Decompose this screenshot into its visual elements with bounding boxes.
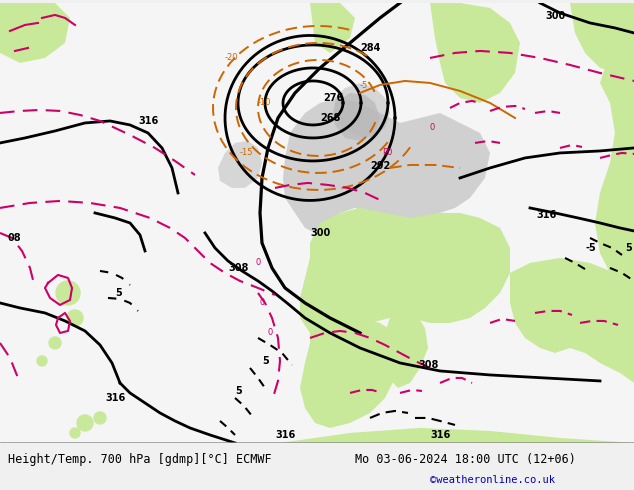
Polygon shape (300, 208, 510, 338)
Text: -10: -10 (258, 98, 271, 107)
Text: -5: -5 (360, 81, 368, 91)
Polygon shape (430, 3, 520, 103)
Text: 0: 0 (430, 123, 436, 132)
Text: 316: 316 (430, 430, 450, 440)
Text: 292: 292 (370, 161, 391, 171)
Text: 276: 276 (323, 93, 343, 103)
Text: Mo 03-06-2024 18:00 UTC (12+06): Mo 03-06-2024 18:00 UTC (12+06) (355, 453, 576, 466)
Text: 0: 0 (255, 258, 260, 268)
Polygon shape (0, 3, 70, 63)
Text: 268: 268 (320, 113, 340, 123)
Circle shape (70, 428, 80, 438)
Polygon shape (335, 83, 390, 138)
Circle shape (49, 337, 61, 349)
Circle shape (37, 356, 47, 366)
Text: 316: 316 (536, 210, 556, 220)
Text: 5: 5 (235, 386, 242, 396)
Text: ©weatheronline.co.uk: ©weatheronline.co.uk (430, 475, 555, 485)
Polygon shape (510, 258, 634, 383)
Text: 284: 284 (360, 43, 380, 53)
Circle shape (56, 281, 80, 305)
Text: -15: -15 (240, 148, 254, 157)
Text: 5: 5 (625, 243, 631, 253)
Polygon shape (218, 141, 262, 188)
Text: 316: 316 (138, 116, 158, 126)
Text: P0: P0 (382, 148, 392, 157)
Text: 0: 0 (268, 328, 273, 338)
Text: 308: 308 (228, 263, 249, 273)
Text: 316: 316 (105, 393, 126, 403)
Circle shape (67, 310, 83, 326)
Polygon shape (570, 3, 634, 73)
Text: -20: -20 (225, 53, 238, 62)
Text: 5: 5 (262, 356, 269, 366)
Text: 08: 08 (8, 233, 22, 243)
Polygon shape (382, 308, 428, 388)
Polygon shape (595, 3, 634, 303)
Text: 0: 0 (260, 298, 265, 307)
Text: 5: 5 (115, 288, 122, 298)
Polygon shape (333, 93, 380, 141)
Text: 308: 308 (418, 360, 438, 370)
Text: 316: 316 (275, 430, 295, 440)
Circle shape (77, 415, 93, 431)
Polygon shape (300, 318, 400, 428)
Text: 300: 300 (545, 11, 566, 21)
Circle shape (94, 412, 106, 424)
Polygon shape (283, 98, 490, 233)
Text: Height/Temp. 700 hPa [gdmp][°C] ECMWF: Height/Temp. 700 hPa [gdmp][°C] ECMWF (8, 453, 271, 466)
Text: -5: -5 (585, 243, 596, 253)
Polygon shape (310, 3, 355, 53)
Polygon shape (280, 428, 634, 443)
Text: 300: 300 (310, 228, 330, 238)
